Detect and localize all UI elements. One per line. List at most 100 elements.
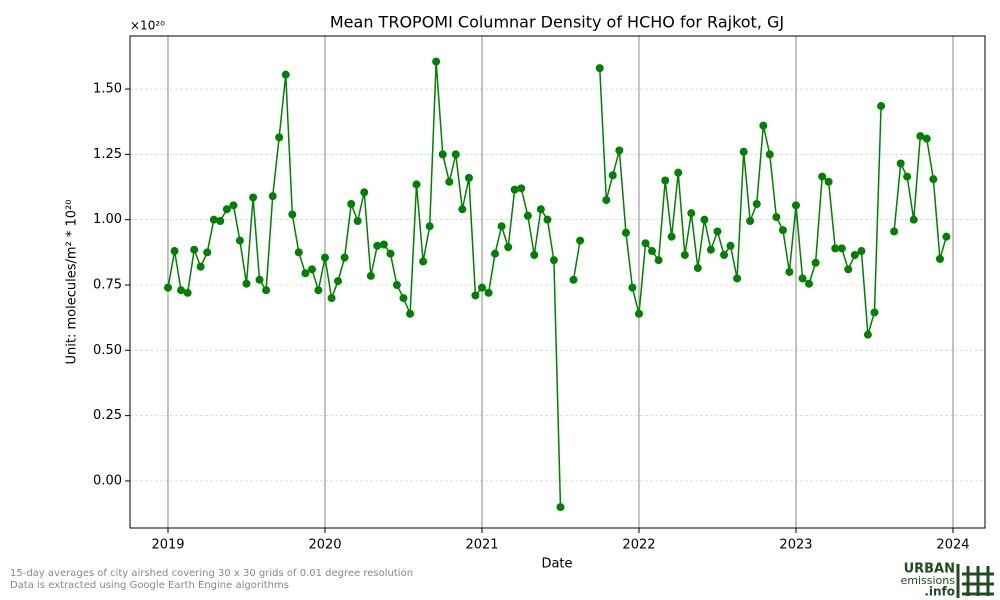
data-point: [249, 193, 258, 202]
chart-title: Mean TROPOMI Columnar Density of HCHO fo…: [330, 13, 784, 32]
y-tick-label: 1.50: [93, 82, 122, 97]
x-axis-label: Date: [541, 557, 572, 572]
data-point: [412, 180, 421, 189]
data-point: [536, 205, 545, 214]
data-point: [791, 201, 800, 210]
data-point: [386, 249, 395, 258]
data-point: [353, 216, 362, 225]
data-point: [805, 279, 814, 288]
data-point: [281, 70, 290, 79]
data-point: [759, 121, 768, 130]
data-line: [167, 61, 948, 508]
data-point: [634, 309, 643, 318]
data-point: [785, 267, 794, 276]
data-point: [772, 213, 781, 222]
offset-label: ×10²⁰: [130, 19, 165, 33]
data-point: [720, 250, 729, 259]
data-point: [661, 176, 670, 185]
data-point: [628, 283, 637, 292]
data-point: [765, 150, 774, 159]
data-point: [680, 250, 689, 259]
data-point: [301, 269, 310, 278]
data-point: [824, 177, 833, 186]
data-point: [942, 232, 951, 241]
data-point: [497, 222, 506, 231]
data-point: [739, 147, 748, 156]
data-point: [648, 247, 657, 256]
data-point: [288, 210, 297, 219]
y-tick-label: 1.25: [93, 147, 122, 162]
data-point: [903, 172, 912, 181]
data-point: [379, 240, 388, 249]
data-point: [837, 244, 846, 253]
data-point: [196, 262, 205, 271]
data-point: [726, 241, 735, 250]
data-point: [320, 253, 329, 262]
data-point: [922, 134, 931, 143]
data-point: [451, 150, 460, 159]
data-point: [693, 264, 702, 273]
data-point: [870, 308, 879, 317]
data-point: [203, 248, 212, 257]
data-point: [549, 256, 558, 265]
data-point: [275, 133, 284, 142]
data-point: [752, 200, 761, 209]
data-point: [890, 227, 899, 236]
data-point: [477, 283, 486, 292]
data-point: [458, 205, 467, 214]
data-point: [340, 253, 349, 262]
data-point: [216, 216, 225, 225]
data-point: [935, 254, 944, 263]
data-point: [608, 171, 617, 180]
data-point: [510, 185, 519, 194]
data-point: [811, 258, 820, 267]
data-point: [517, 184, 526, 193]
data-point: [602, 196, 611, 205]
logo-text: URBAN: [904, 562, 955, 577]
x-tick-label: 2019: [151, 538, 184, 553]
data-point: [687, 209, 696, 218]
data-point: [896, 159, 905, 168]
y-tick-label: 0.50: [93, 343, 122, 358]
data-point: [844, 265, 853, 274]
x-tick-label: 2020: [308, 538, 341, 553]
data-point: [471, 291, 480, 300]
data-point: [569, 275, 578, 284]
data-point: [929, 175, 938, 184]
data-point: [733, 274, 742, 283]
plot-frame: [129, 35, 986, 529]
y-axis-label: Unit: molecules/m² * 10²⁰: [65, 200, 80, 365]
data-point: [543, 215, 552, 224]
data-point: [392, 281, 401, 290]
data-point: [360, 188, 369, 197]
logo-mark: [956, 564, 994, 598]
data-point: [595, 64, 604, 73]
data-point: [163, 283, 172, 292]
data-point: [183, 288, 192, 297]
data-point: [425, 222, 434, 231]
data-point: [445, 177, 454, 186]
data-point: [347, 200, 356, 209]
data-point: [373, 241, 382, 250]
data-point: [530, 250, 539, 259]
data-point: [576, 236, 585, 245]
data-point: [294, 248, 303, 257]
y-tick-label: 0.25: [93, 408, 122, 423]
data-point: [615, 146, 624, 155]
data-point: [399, 294, 408, 303]
data-point: [850, 250, 859, 259]
data-point: [209, 215, 218, 224]
data-point: [170, 247, 179, 256]
data-point: [667, 232, 676, 241]
data-point: [255, 275, 264, 284]
logo-text: .info: [924, 585, 955, 599]
data-point: [641, 239, 650, 248]
data-point: [909, 215, 918, 224]
data-point: [235, 236, 244, 245]
x-tick-label: 2024: [936, 538, 969, 553]
y-tick-label: 0.00: [93, 473, 122, 488]
logo: URBAN emissions .info: [901, 562, 994, 599]
data-point: [491, 249, 500, 258]
data-point: [484, 288, 493, 297]
data-point: [327, 294, 336, 303]
